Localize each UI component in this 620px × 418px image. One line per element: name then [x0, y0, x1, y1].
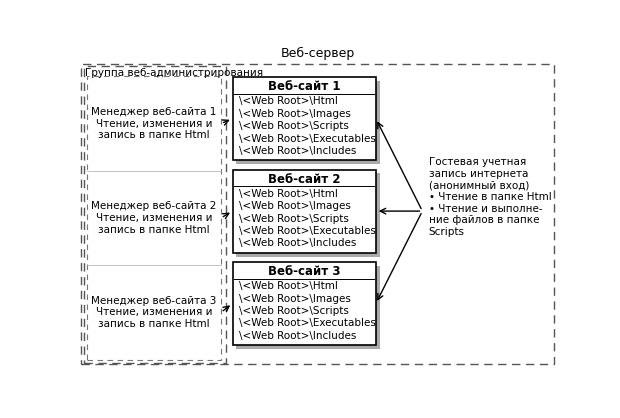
Bar [232, 77, 376, 160]
Text: Менеджер веб-сайта 1
Чтение, изменения и
запись в папке Html: Менеджер веб-сайта 1 Чтение, изменения и… [91, 107, 216, 140]
Bar [236, 266, 379, 349]
Bar [87, 360, 224, 364]
FancyBboxPatch shape [84, 66, 226, 363]
Text: \<Web Root>\Html
\<Web Root>\Images
\<Web Root>\Scripts
\<Web Root>\Executables
: \<Web Root>\Html \<Web Root>\Images \<We… [239, 189, 376, 248]
Text: Веб-сайт 2: Веб-сайт 2 [268, 173, 340, 186]
Bar [221, 80, 224, 364]
Text: Менеджер веб-сайта 3
Чтение, изменения и
запись в папке Html: Менеджер веб-сайта 3 Чтение, изменения и… [91, 296, 216, 329]
Text: Менеджер веб-сайта 2
Чтение, изменения и
запись в папке Html: Менеджер веб-сайта 2 Чтение, изменения и… [91, 201, 216, 234]
Bar [236, 81, 379, 164]
Bar [232, 262, 376, 345]
Text: Гостевая учетная
запись интернета
(анонимный вход)
• Чтение в папке Html
• Чтени: Гостевая учетная запись интернета (анони… [428, 157, 551, 237]
Text: Группа веб-администрирования: Группа веб-администрирования [86, 68, 264, 78]
Bar [236, 173, 379, 257]
FancyBboxPatch shape [81, 64, 554, 364]
Text: \<Web Root>\Html
\<Web Root>\Images
\<Web Root>\Scripts
\<Web Root>\Executables
: \<Web Root>\Html \<Web Root>\Images \<We… [239, 97, 376, 156]
Text: \<Web Root>\Html
\<Web Root>\Images
\<Web Root>\Scripts
\<Web Root>\Executables
: \<Web Root>\Html \<Web Root>\Images \<We… [239, 281, 376, 341]
Bar [232, 170, 376, 252]
Text: Веб-сайт 1: Веб-сайт 1 [268, 80, 340, 93]
Text: Веб-сайт 3: Веб-сайт 3 [268, 265, 340, 278]
Text: Веб-сервер: Веб-сервер [281, 47, 355, 60]
FancyBboxPatch shape [87, 76, 221, 360]
